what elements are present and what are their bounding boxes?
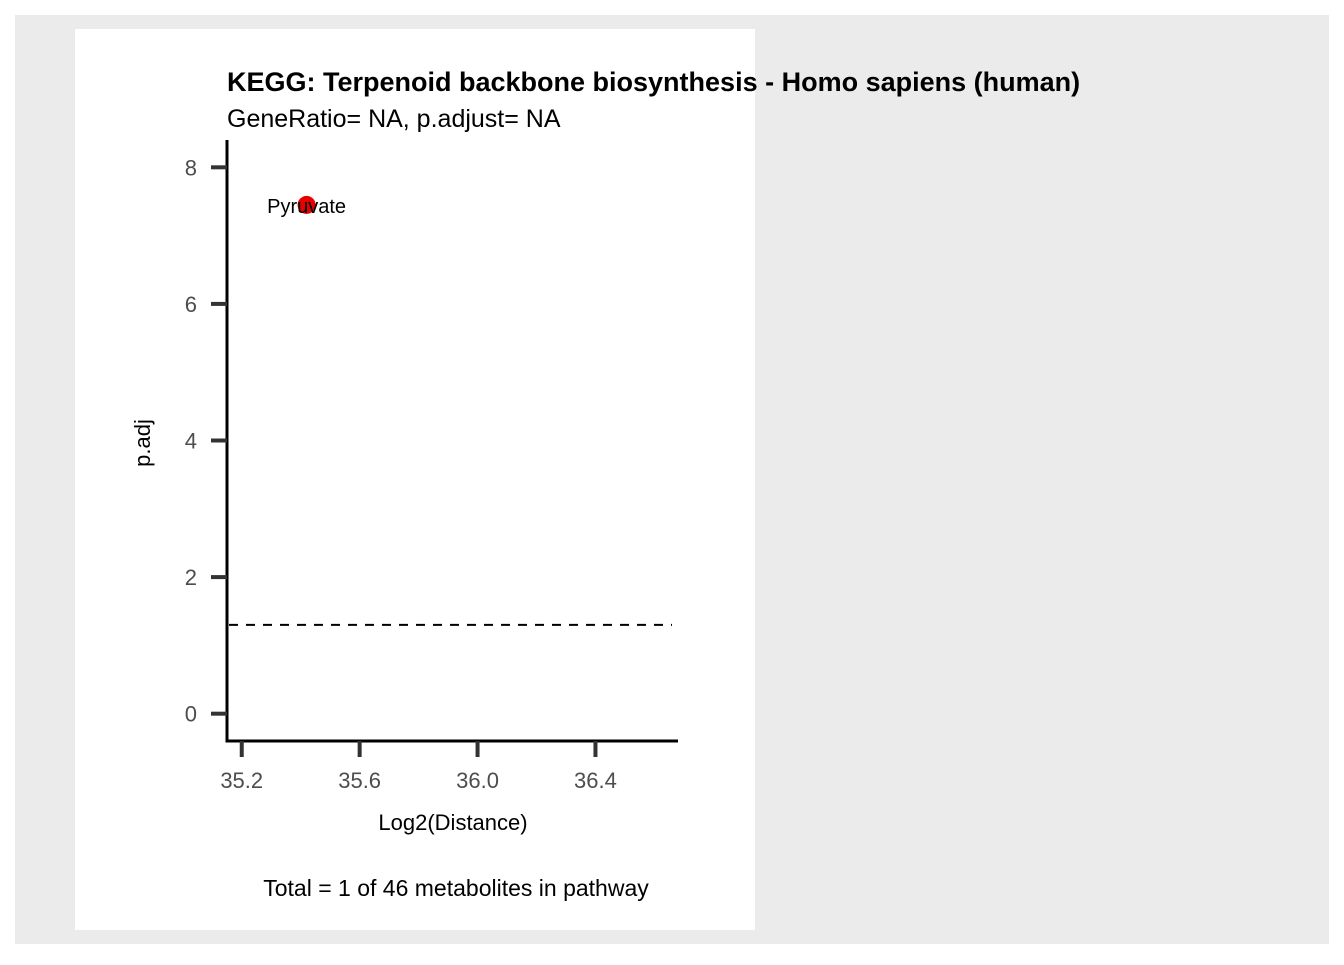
x-tick-label: 36.4 — [574, 768, 617, 793]
y-tick-label: 2 — [185, 565, 197, 590]
y-tick-label: 6 — [185, 292, 197, 317]
x-tick-label: 35.2 — [220, 768, 263, 793]
y-tick-label: 4 — [185, 429, 197, 454]
y-tick-label: 8 — [185, 155, 197, 180]
y-axis-label: p.adj — [130, 419, 155, 467]
chart-subtitle: GeneRatio= NA, p.adjust= NA — [227, 105, 561, 133]
x-tick-label: 35.6 — [338, 768, 381, 793]
x-tick-label: 36.0 — [456, 768, 499, 793]
data-point — [297, 195, 316, 214]
chart-caption: Total = 1 of 46 metabolites in pathway — [263, 875, 649, 901]
plot-background — [75, 29, 755, 930]
x-axis-label: Log2(Distance) — [378, 810, 527, 835]
points-layer: Pyruvate — [267, 195, 346, 218]
axes-layer: 0 2 4 6 8 35.2 35.6 36.0 36.4 — [185, 140, 678, 793]
chart-title: KEGG: Terpenoid backbone biosynthesis - … — [227, 67, 1080, 97]
y-tick-label: 0 — [185, 702, 197, 727]
data-point-label: Pyruvate — [267, 196, 346, 218]
